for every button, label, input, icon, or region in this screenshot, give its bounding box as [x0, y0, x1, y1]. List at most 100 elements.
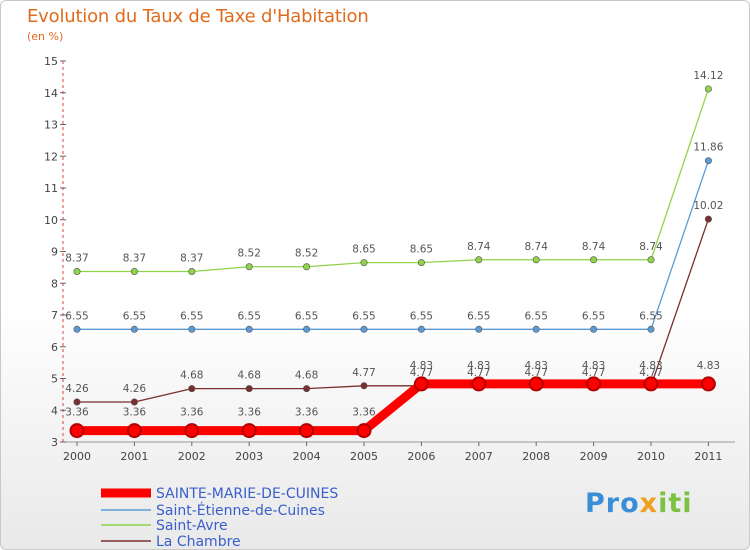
data-label: 3.36 — [180, 407, 204, 419]
data-label: 4.83 — [582, 360, 605, 372]
data-label: 4.68 — [238, 370, 261, 382]
data-label: 8.65 — [410, 244, 433, 256]
data-point — [704, 157, 712, 165]
data-label: 4.77 — [467, 367, 490, 379]
data-label: 4.68 — [295, 370, 318, 382]
data-label: 4.77 — [582, 367, 605, 379]
legend: SAINTE-MARIE-DE-CUINESSaint-Étienne-de-C… — [101, 486, 338, 549]
data-point — [360, 325, 368, 333]
data-label: 4.77 — [410, 367, 433, 379]
data-point — [647, 256, 655, 264]
data-point — [188, 385, 196, 393]
y-tick-label: 8 — [51, 277, 58, 290]
data-point — [590, 325, 598, 333]
data-point — [130, 268, 138, 276]
data-label: 3.36 — [352, 407, 376, 419]
series-lines — [72, 88, 713, 436]
y-tick-label: 11 — [44, 182, 58, 195]
data-label: 10.02 — [693, 200, 723, 212]
data-point — [245, 263, 253, 271]
x-tick-label: 2011 — [694, 450, 722, 463]
series-points — [69, 85, 716, 439]
data-label: 4.83 — [697, 360, 720, 372]
chart-title: Evolution du Taux de Taxe d'Habitation — [27, 6, 369, 27]
y-tick-label: 4 — [51, 404, 58, 417]
data-label: 8.52 — [295, 248, 318, 260]
logo-part-1: Pro — [585, 488, 640, 519]
data-label: 4.77 — [525, 367, 548, 379]
data-point — [299, 423, 315, 439]
data-label: 6.55 — [295, 310, 318, 322]
x-tick-label: 2003 — [235, 450, 263, 463]
data-label: 6.55 — [352, 310, 375, 322]
series-line-1 — [76, 160, 710, 330]
data-point — [130, 398, 138, 406]
data-point — [241, 423, 257, 439]
data-point — [475, 256, 483, 264]
data-label: 8.74 — [582, 241, 606, 253]
data-label: 6.55 — [238, 310, 261, 322]
data-point — [245, 385, 253, 393]
data-label: 4.77 — [639, 367, 662, 379]
data-point — [303, 325, 311, 333]
data-point — [73, 268, 81, 276]
data-label: 3.36 — [238, 407, 262, 419]
data-point — [700, 376, 716, 392]
data-label: 4.83 — [639, 360, 662, 372]
data-point — [528, 376, 544, 392]
data-label: 8.74 — [525, 241, 549, 253]
data-label: 6.55 — [639, 310, 662, 322]
data-label: 4.83 — [467, 360, 490, 372]
data-point — [73, 325, 81, 333]
y-tick-label: 7 — [51, 309, 58, 322]
data-point — [471, 376, 487, 392]
data-label: 3.36 — [295, 407, 319, 419]
data-point — [704, 85, 712, 93]
data-point — [73, 398, 81, 406]
data-point — [130, 325, 138, 333]
x-tick-label: 2009 — [580, 450, 608, 463]
data-label: 6.55 — [65, 310, 88, 322]
data-label: 6.55 — [180, 310, 203, 322]
data-label: 3.36 — [65, 407, 89, 419]
data-label: 4.26 — [123, 383, 147, 395]
data-point — [69, 423, 85, 439]
data-point — [417, 325, 425, 333]
data-point — [417, 259, 425, 267]
legend-label-1: Saint-Étienne-de-Cuines — [156, 502, 325, 519]
data-label: 8.37 — [123, 253, 146, 265]
x-tick-label: 2007 — [465, 450, 493, 463]
x-tick-label: 2001 — [120, 450, 148, 463]
y-tick-label: 15 — [44, 55, 58, 68]
data-point — [126, 423, 142, 439]
x-tick-label: 2008 — [522, 450, 550, 463]
data-label: 8.74 — [639, 241, 663, 253]
y-tick-label: 9 — [51, 246, 58, 259]
data-label: 4.68 — [180, 370, 203, 382]
data-label: 14.12 — [693, 70, 723, 82]
y-tick-label: 6 — [51, 341, 58, 354]
data-point — [303, 385, 311, 393]
logo-part-2: x — [639, 488, 659, 519]
data-point — [704, 215, 712, 223]
series-line-0 — [72, 379, 713, 436]
series-line-2 — [76, 88, 710, 273]
data-point — [413, 376, 429, 392]
x-tick-label: 2004 — [293, 450, 321, 463]
x-tick-label: 2006 — [407, 450, 435, 463]
y-tick-label: 13 — [44, 119, 58, 132]
logo-part-3: iti — [658, 488, 693, 519]
data-label: 4.77 — [352, 367, 375, 379]
data-label: 8.52 — [238, 248, 261, 260]
x-tick-label: 2005 — [350, 450, 378, 463]
data-label: 8.37 — [180, 253, 203, 265]
x-tick-label: 2000 — [63, 450, 91, 463]
y-tick-label: 14 — [44, 87, 58, 100]
data-point — [590, 256, 598, 264]
data-label: 8.65 — [352, 244, 375, 256]
data-label: 3.36 — [123, 407, 147, 419]
data-label: 11.86 — [693, 142, 723, 154]
x-tick-label: 2002 — [178, 450, 206, 463]
data-labels: 3.36 3.36 3.36 3.36 3.36 3.36 4.83 4.83 4.83 4.83… — [65, 70, 723, 419]
